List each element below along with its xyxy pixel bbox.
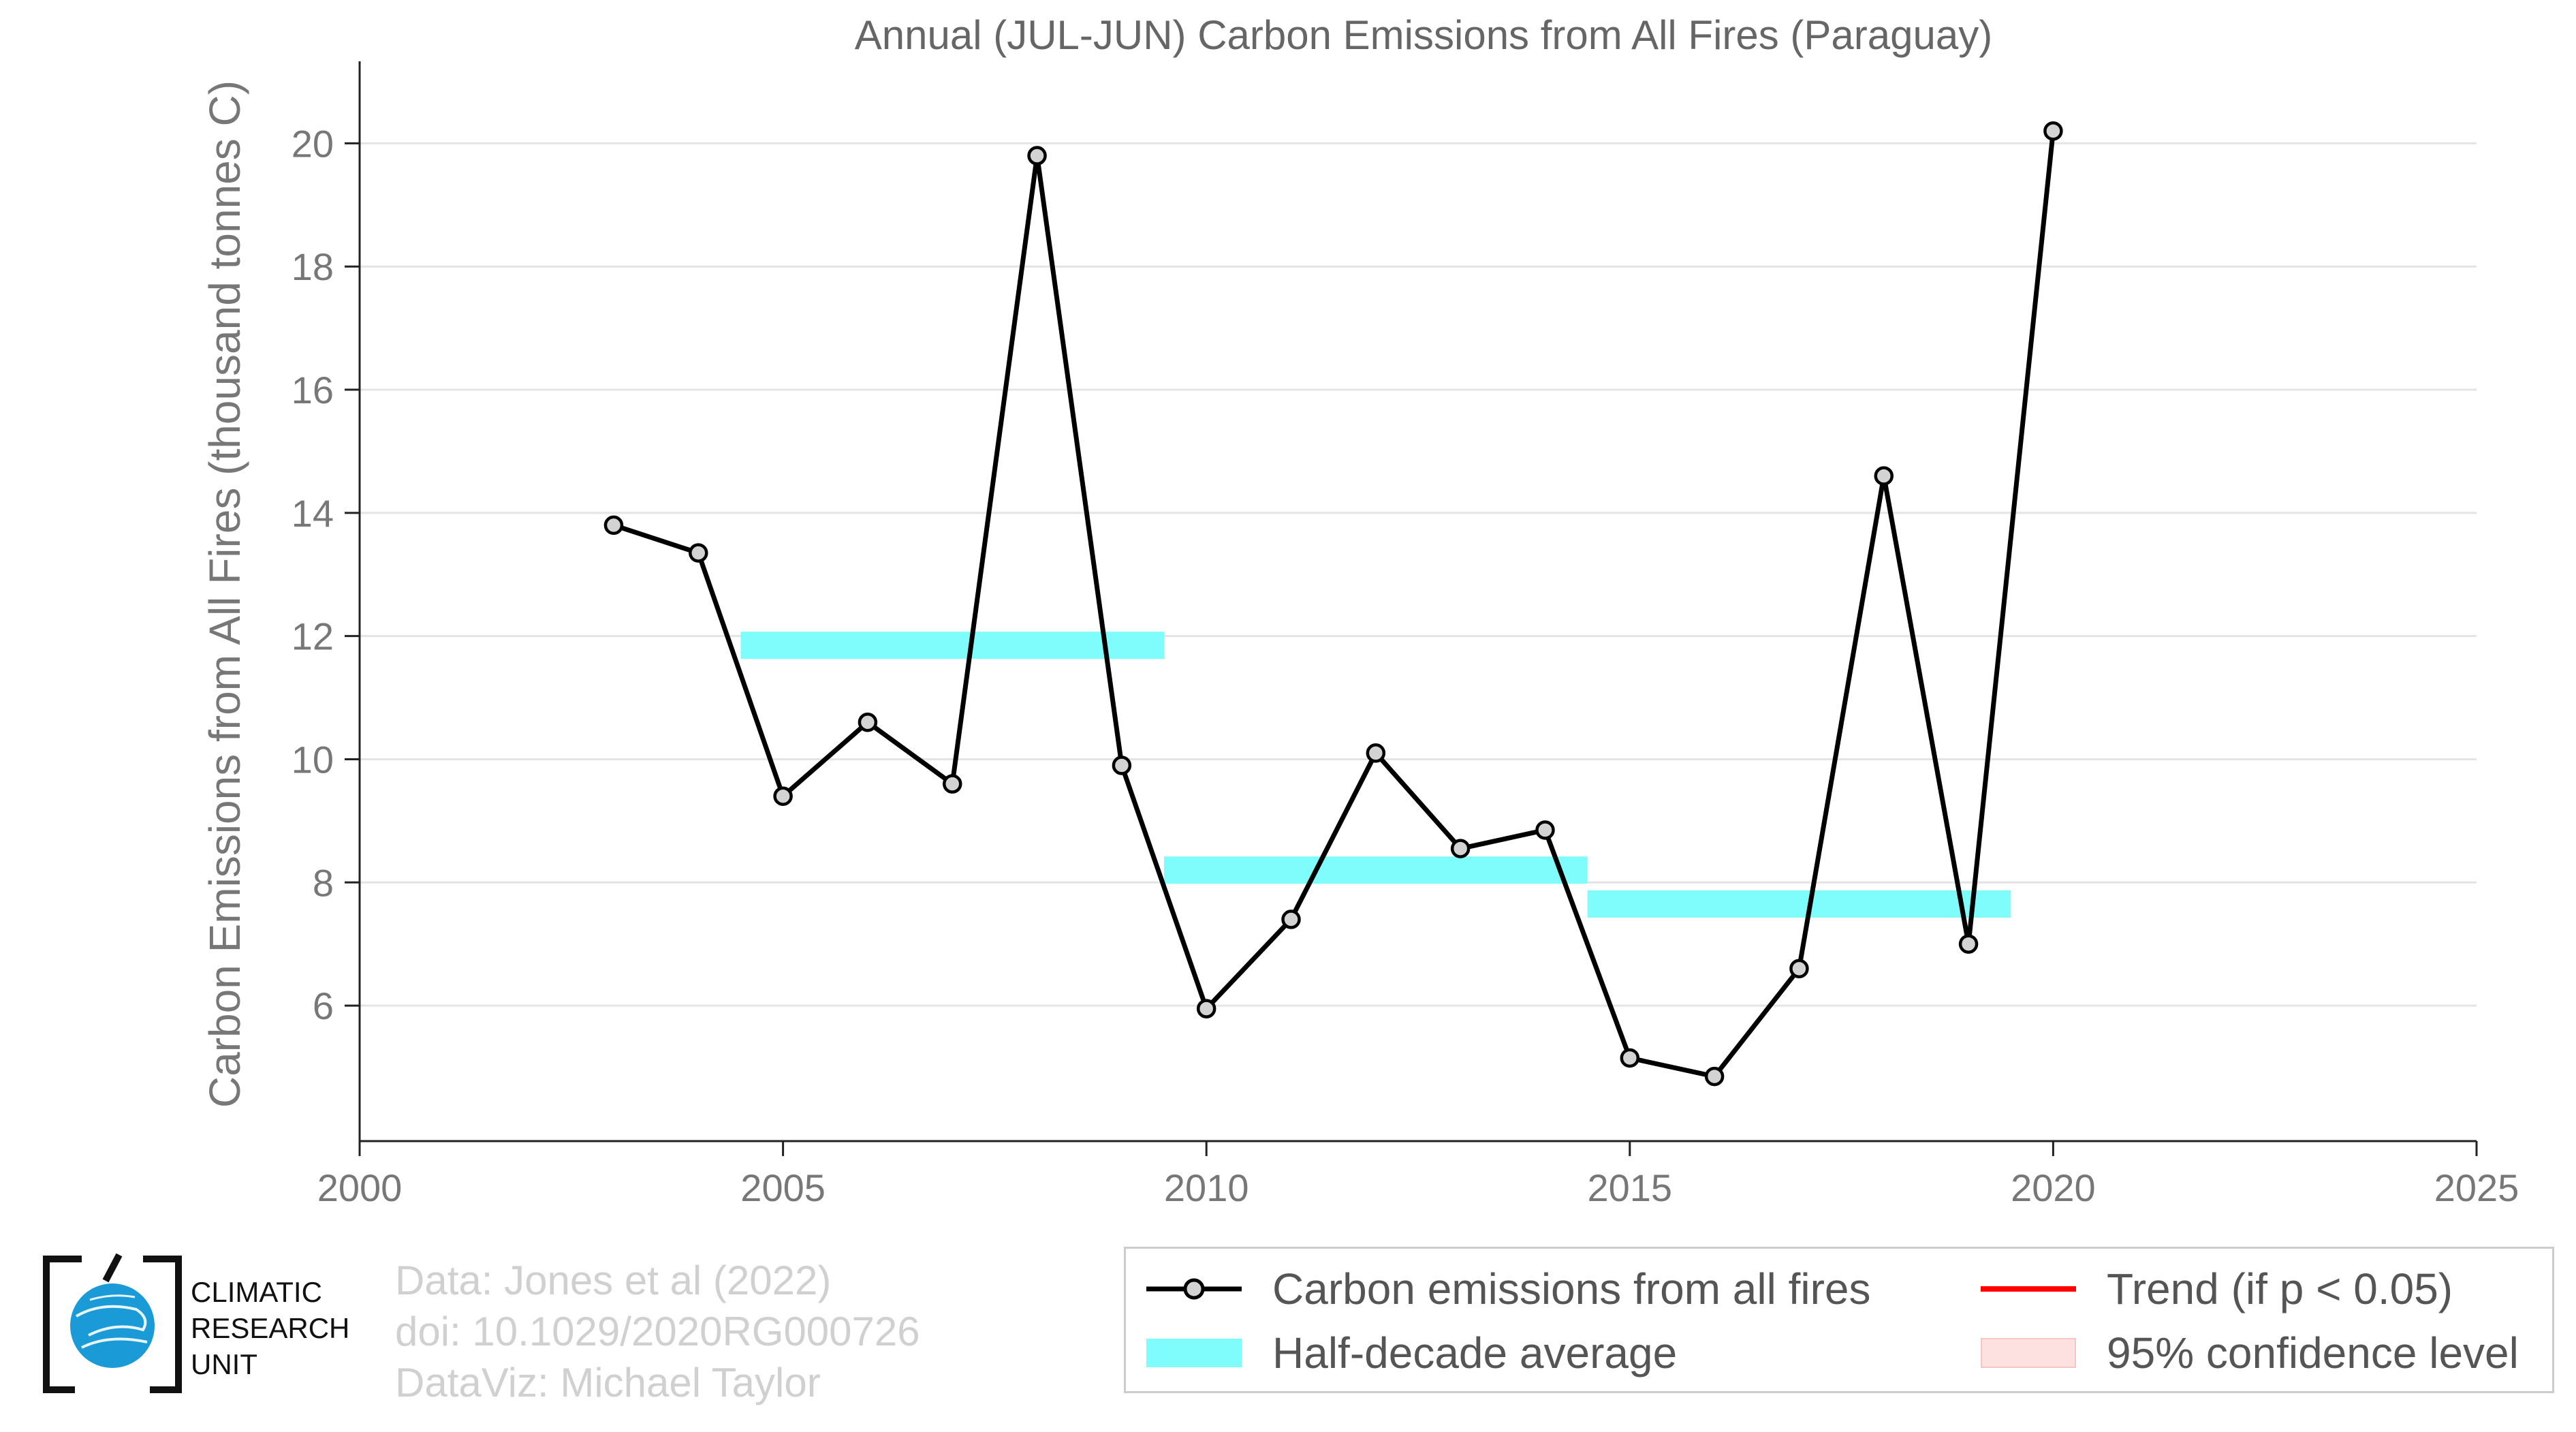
data-point-2014 xyxy=(1535,820,1555,840)
x-tick-label-2010: 2010 xyxy=(1164,1166,1249,1209)
data-point-2018 xyxy=(1874,466,1894,486)
data-point-2009 xyxy=(1112,756,1132,775)
y-tick-label-10: 10 xyxy=(292,738,334,781)
x-tick-label-2020: 2020 xyxy=(2011,1166,2096,1209)
legend-trend-line-icon xyxy=(1981,1286,2076,1292)
legend-line-marker-icon xyxy=(1146,1278,1242,1300)
half-decade-bar-3 xyxy=(1587,890,2011,918)
data-point-2007 xyxy=(942,774,962,794)
data-point-2017 xyxy=(1789,959,1809,979)
data-point-2012 xyxy=(1366,743,1386,763)
y-tick-label-8: 8 xyxy=(313,861,334,904)
data-point-2015 xyxy=(1620,1048,1640,1068)
data-point-2004 xyxy=(689,543,708,563)
y-tick-label-20: 20 xyxy=(292,122,334,165)
grid-lines xyxy=(360,142,2477,1007)
legend-item-half-decade: Half-decade average xyxy=(1146,1328,1677,1378)
data-credits: Data: Jones et al (2022) doi: 10.1029/20… xyxy=(395,1255,920,1408)
legend-item-confidence: 95% confidence level xyxy=(1981,1328,2519,1378)
data-points xyxy=(603,121,2063,1087)
logo-line-1: CLIMATIC xyxy=(191,1276,322,1308)
cru-logo-text: CLIMATIC RESEARCH UNIT xyxy=(191,1274,349,1382)
data-point-2013 xyxy=(1450,839,1471,858)
half-decade-bar-1 xyxy=(740,632,1165,659)
data-point-2008 xyxy=(1027,146,1047,166)
data-point-2011 xyxy=(1281,909,1301,929)
logo-line-2: RESEARCH xyxy=(191,1312,350,1344)
x-tick-label-2025: 2025 xyxy=(2434,1166,2519,1209)
legend-item-trend: Trend (if p < 0.05) xyxy=(1981,1264,2453,1314)
legend: Carbon emissions from all fires Half-dec… xyxy=(1124,1247,2554,1393)
legend-label-emissions: Carbon emissions from all fires xyxy=(1272,1264,1871,1313)
data-point-2003 xyxy=(603,515,624,535)
x-tick-label-2015: 2015 xyxy=(1588,1166,1673,1209)
data-point-2020 xyxy=(2043,121,2063,141)
legend-label-half-decade: Half-decade average xyxy=(1272,1328,1678,1377)
x-tick-label-2000: 2000 xyxy=(317,1166,403,1209)
y-tick-label-18: 18 xyxy=(292,245,334,288)
globe-logo-icon xyxy=(43,1253,182,1393)
legend-item-emissions: Carbon emissions from all fires xyxy=(1146,1264,1871,1314)
x-tick-label-2005: 2005 xyxy=(740,1166,826,1209)
tick-labels: 6 8 10 12 14 16 18 20 2000 2005 2010 2015 2020 2025 xyxy=(292,122,2519,1209)
y-tick-label-16: 16 xyxy=(292,369,334,411)
legend-swatch-half-decade xyxy=(1146,1339,1242,1367)
credit-data-source: Data: Jones et al (2022) xyxy=(395,1258,832,1303)
logo-line-3: UNIT xyxy=(191,1348,257,1380)
axes xyxy=(345,61,2478,1156)
data-point-2016 xyxy=(1704,1066,1725,1087)
cru-logo xyxy=(41,1253,184,1400)
credit-dataviz: DataViz: Michael Taylor xyxy=(395,1360,821,1405)
y-axis-label: Carbon Emissions from All Fires (thousan… xyxy=(200,80,249,1108)
y-tick-label-6: 6 xyxy=(313,984,334,1027)
y-tick-label-14: 14 xyxy=(292,492,334,535)
chart-title: Annual (JUL-JUN) Carbon Emissions from A… xyxy=(855,12,1993,58)
half-decade-average-bars xyxy=(740,632,2011,918)
y-tick-label-12: 12 xyxy=(292,615,334,658)
data-point-2006 xyxy=(858,712,878,732)
series-line-carbon-emissions xyxy=(612,130,2056,1079)
data-point-2019 xyxy=(1958,934,1979,954)
credit-doi: doi: 10.1029/2020RG000726 xyxy=(395,1309,920,1354)
half-decade-bar-2 xyxy=(1164,856,1588,884)
legend-swatch-confidence xyxy=(1981,1338,2076,1368)
legend-label-confidence: 95% confidence level xyxy=(2107,1328,2519,1377)
data-point-2010 xyxy=(1196,999,1216,1018)
data-point-2005 xyxy=(773,786,793,806)
legend-label-trend: Trend (if p < 0.05) xyxy=(2107,1264,2453,1313)
